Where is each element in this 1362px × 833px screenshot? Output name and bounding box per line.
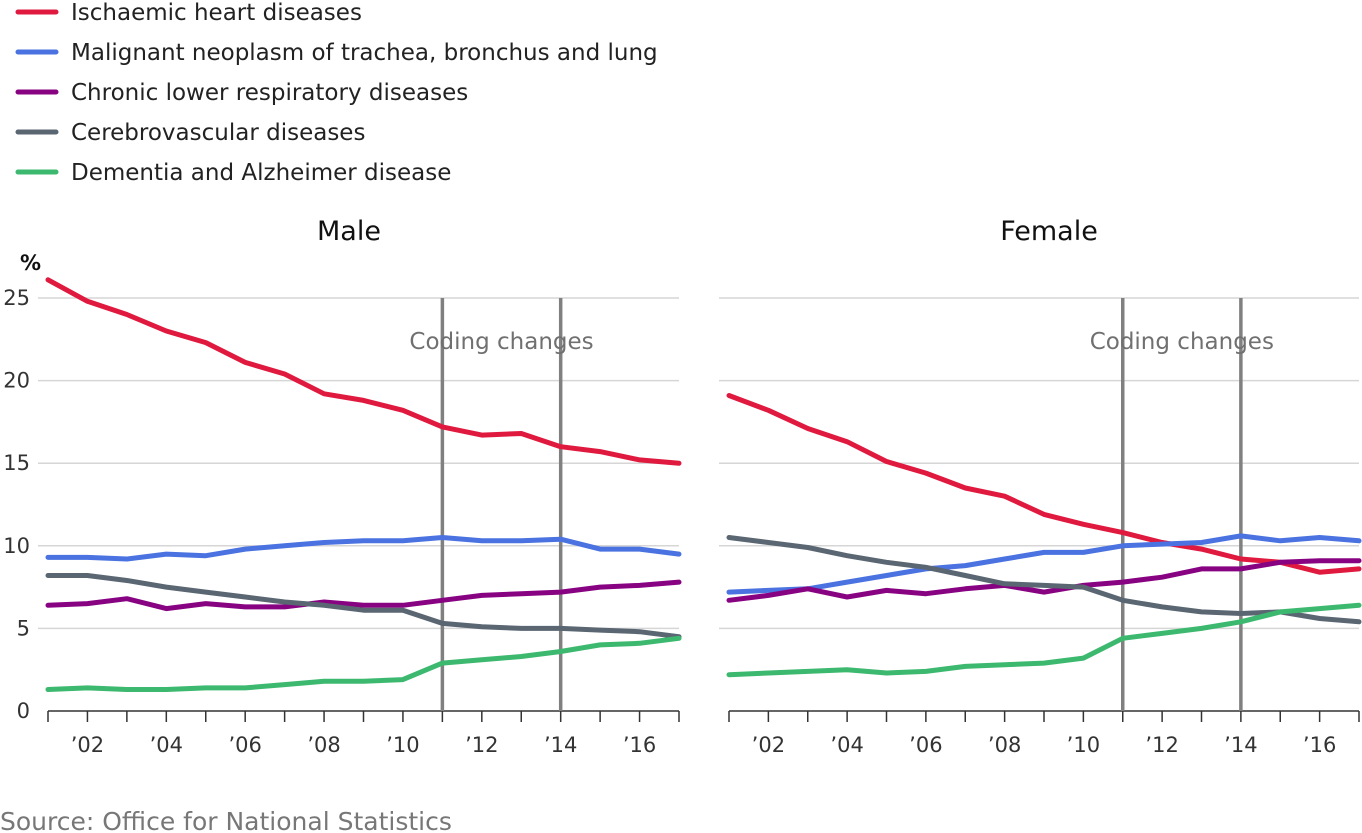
x-tick-label: ’04	[150, 733, 183, 757]
y-axis-unit: %	[20, 251, 41, 275]
legend-label: Chronic lower respiratory diseases	[71, 80, 468, 106]
series-line-ischaemic-heart-diseases	[726, 393, 1362, 575]
y-tick-label: 25	[3, 286, 30, 310]
legend-label: Cerebrovascular diseases	[71, 120, 365, 146]
y-tick-label: 15	[3, 451, 30, 475]
x-tick-label: ’16	[623, 733, 656, 757]
series-line-dementia-and-alzheimer-disease	[45, 635, 682, 692]
x-tick-label: ’10	[386, 733, 419, 757]
y-tick-label: 10	[3, 534, 30, 558]
x-tick-label: ’14	[1224, 733, 1257, 757]
x-tick-label: ’06	[228, 733, 261, 757]
panel-male: Male 0 5 10 15 20 25% ’02 ’04 ’06 ’08 ’10 ’12 ’14 ’16 C…	[3, 216, 682, 757]
panel-title: Male	[317, 216, 381, 247]
x-tick-label: ’12	[1145, 733, 1178, 757]
legend-label: Malignant neoplasm of trachea, bronchus …	[71, 40, 658, 66]
series-line-malignant-neoplasm-of-trachea-bronchus-and-lung	[45, 535, 682, 562]
panel-female: Female ’02 ’04 ’06 ’08 ’10 ’12 ’14 ’16 Coding cha…	[719, 216, 1362, 757]
source-note: Source: Office for National Statistics	[0, 807, 452, 833]
x-tick-label: ’16	[1303, 733, 1336, 757]
series-line-dementia-and-alzheimer-disease	[726, 602, 1362, 678]
series-line-chronic-lower-respiratory-diseases	[45, 579, 682, 612]
panel-title: Female	[1000, 216, 1098, 247]
series-line-cerebrovascular-diseases	[45, 573, 682, 640]
legend-label: Ischaemic heart diseases	[71, 0, 362, 26]
x-tick-label: ’14	[544, 733, 577, 757]
x-tick-label: ’10	[1067, 733, 1100, 757]
legend-item-dementia-and-alzheimer-disease: Dementia and Alzheimer disease	[15, 160, 451, 186]
x-tick-label: ’04	[830, 733, 863, 757]
x-tick-label: ’12	[465, 733, 498, 757]
series-line-chronic-lower-respiratory-diseases	[726, 558, 1362, 603]
x-tick-label: ’06	[909, 733, 942, 757]
legend-item-malignant-neoplasm-of-trachea-bronchus-and-lung: Malignant neoplasm of trachea, bronchus …	[15, 40, 658, 66]
series-line-malignant-neoplasm-of-trachea-bronchus-and-lung	[726, 533, 1362, 595]
x-tick-label: ’02	[71, 733, 104, 757]
legend: Ischaemic heart diseases Malignant neopla…	[15, 0, 658, 186]
series-line-ischaemic-heart-diseases	[45, 277, 682, 466]
y-tick-label: 20	[3, 369, 30, 393]
y-tick-label: 5	[17, 616, 30, 640]
coding-changes-label: Coding changes	[409, 329, 593, 355]
legend-label: Dementia and Alzheimer disease	[71, 160, 451, 186]
coding-changes-label: Coding changes	[1090, 329, 1274, 355]
legend-item-chronic-lower-respiratory-diseases: Chronic lower respiratory diseases	[15, 80, 468, 106]
x-tick-label: ’08	[307, 733, 340, 757]
y-tick-label: 0	[17, 699, 30, 723]
x-tick-label: ’08	[988, 733, 1021, 757]
legend-item-cerebrovascular-diseases: Cerebrovascular diseases	[15, 120, 365, 146]
series-line-cerebrovascular-diseases	[726, 535, 1362, 625]
legend-item-ischaemic-heart-diseases: Ischaemic heart diseases	[15, 0, 362, 26]
x-tick-label: ’02	[752, 733, 785, 757]
